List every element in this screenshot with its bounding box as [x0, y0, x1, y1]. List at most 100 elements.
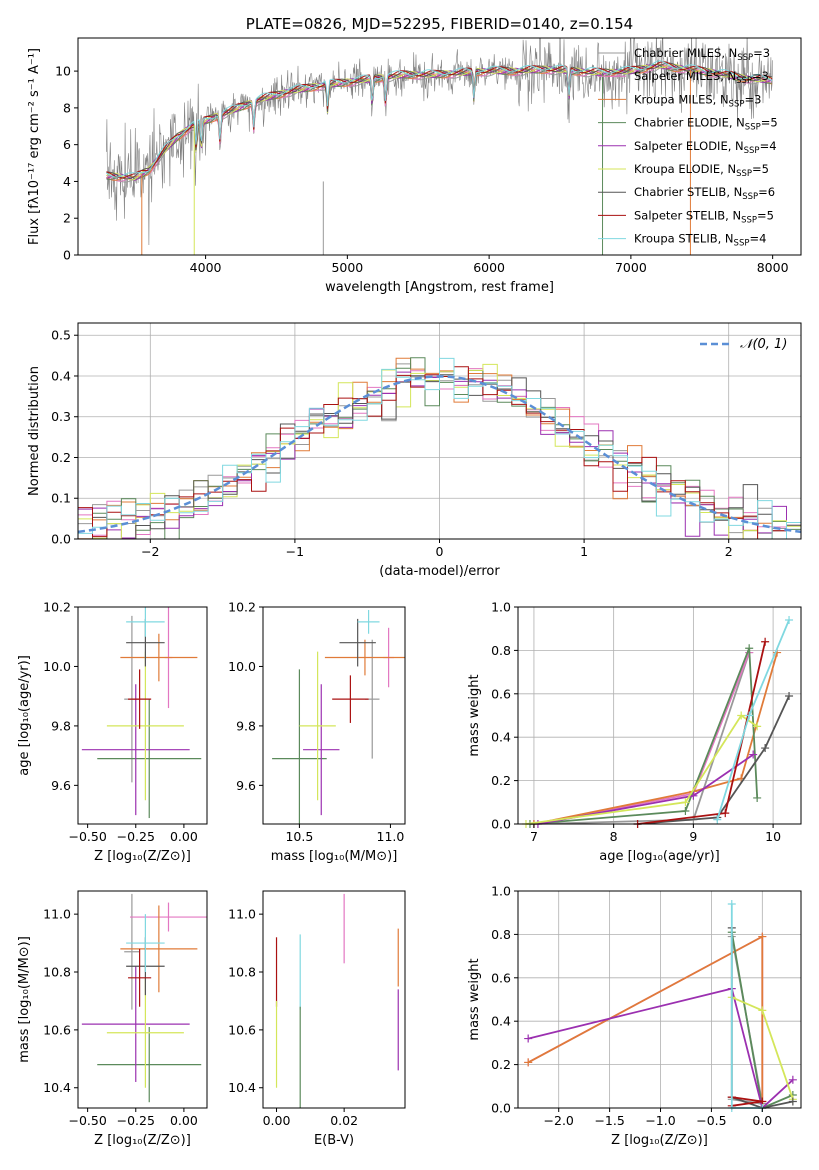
x-tick-label: 0.00 [263, 1113, 291, 1128]
weight-marker [745, 644, 754, 653]
x-tick-label: −2.0 [544, 1113, 574, 1128]
x-axis-label: age [log₁₀(age/yr)] [599, 849, 720, 864]
y-tick-label: 0.0 [491, 817, 511, 832]
plot-frame [517, 890, 802, 1109]
legend-label: Kroupa ELODIE, NSSP=5 [634, 162, 769, 179]
y-tick-label: 0.2 [491, 773, 511, 788]
y-tick-label: 0.2 [51, 450, 71, 465]
x-axis-label: (data-model)/error [379, 564, 500, 579]
z_weight-panel: −2.0 −1.5 −1.0 −0.5 0.0 0.0 0.2 0.4 0.6 0.8 1.0 Z [… [467, 884, 802, 1148]
weight-marker [788, 1097, 797, 1106]
y-axis-label: mass weight [467, 958, 482, 1040]
weight-marker [785, 691, 794, 700]
z_mass-panel: −0.50 −0.25 0.00 10.4 10.6 10.8 11.0 Z [log₁₀(Z… [17, 890, 208, 1148]
weight-marker [758, 932, 767, 941]
x-tick-label: −1.0 [645, 1113, 675, 1128]
y-axis-label: mass [log₁₀(M/M⊙)] [17, 936, 32, 1063]
y-tick-label: 1.0 [491, 884, 511, 899]
y-tick-label: 1.0 [491, 600, 511, 615]
plot-frame [77, 37, 802, 256]
weight-marker [785, 616, 794, 625]
x-tick-label: −2 [141, 544, 159, 559]
y-tick-label: 6 [63, 137, 71, 152]
x-tick-label: 9 [689, 829, 697, 844]
model-spectrum-chabrier_stelib [106, 62, 773, 180]
y-tick-label: 0.4 [491, 1014, 511, 1029]
x-tick-label: 2 [725, 544, 733, 559]
weight-marker [524, 1034, 533, 1043]
y-tick-label: 0.4 [491, 730, 511, 745]
y-tick-label: 10 [55, 64, 71, 79]
y-tick-label: 2 [63, 211, 71, 226]
plot-frame [262, 890, 406, 1109]
y-tick-label: 0.2 [491, 1057, 511, 1072]
mass_age-panel: 10.5 11.0 9.6 9.8 10.0 10.2 mass [log₁₀(M/M⊙)] [228, 600, 406, 864]
y-tick-label: 9.6 [51, 778, 71, 793]
weight-line-chabrier_miles [533, 652, 751, 825]
y-tick-label: 11.0 [228, 907, 256, 922]
x-tick-label: 7000 [615, 260, 647, 275]
legend-label: Chabrier STELIB, NSSP=6 [634, 185, 775, 202]
age_weight-panel: 7 8 9 10 0.0 0.2 0.4 0.6 0.8 1.0 age [log₁₀(age/yr… [467, 600, 802, 864]
y-tick-label: 0.0 [51, 532, 71, 547]
x-tick-label: 0.00 [170, 829, 198, 844]
y-tick-label: 0.8 [491, 643, 511, 658]
weight-marker [761, 744, 770, 753]
y-tick-label: 10.8 [43, 965, 71, 980]
y-tick-label: 0.1 [51, 491, 71, 506]
plot-frame [77, 606, 208, 825]
x-tick-label: 11.0 [377, 829, 405, 844]
spectrum-data [106, 38, 773, 255]
y-tick-label: 10.0 [43, 659, 71, 674]
y-tick-label: 10.6 [228, 1022, 256, 1037]
spectrum-legend: Chabrier MILES, NSSP=3 Salpeter MILES, NS… [598, 46, 778, 249]
x-tick-label: −1.5 [594, 1113, 624, 1128]
weight-line-kroupa_miles [527, 935, 764, 1108]
y-axis-label: Flux [fλ10⁻¹⁷ erg cm⁻² s⁻¹ A⁻¹] [27, 48, 42, 245]
x-tick-label: 8000 [757, 260, 789, 275]
x-tick-label: −0.50 [68, 1113, 106, 1128]
weight-marker [727, 900, 736, 909]
x-tick-label: −1 [286, 544, 304, 559]
x-tick-label: 5000 [331, 260, 363, 275]
y-tick-label: 8 [63, 100, 71, 115]
weight-line-salpeter_miles [527, 935, 764, 1102]
legend-label: Chabrier MILES, NSSP=3 [634, 46, 770, 63]
legend-label: Salpeter STELIB, NSSP=5 [634, 208, 774, 225]
y-tick-label: 0.4 [51, 368, 71, 383]
y-tick-label: 9.8 [51, 718, 71, 733]
y-axis-label: mass weight [467, 674, 482, 756]
x-tick-label: −0.25 [117, 829, 155, 844]
y-tick-label: 10.2 [43, 600, 71, 615]
legend-label: Salpeter ELODIE, NSSP=4 [634, 139, 777, 156]
spectrum-panel: PLATE=0826, MJD=52295, FIBERID=0140, z=0… [27, 15, 802, 295]
y-tick-label: 0.3 [51, 409, 71, 424]
plot-frame [517, 606, 802, 825]
y-tick-label: 0.6 [491, 970, 511, 985]
weight-marker [681, 806, 690, 815]
x-tick-label: 0.00 [170, 1113, 198, 1128]
x-tick-label: 0 [436, 544, 444, 559]
model-spectrum-kroupa_elodie [106, 63, 773, 181]
x-tick-label: −0.5 [696, 1113, 726, 1128]
weight-lines [521, 616, 794, 828]
x-tick-label: 1 [580, 544, 588, 559]
y-tick-label: 9.6 [236, 778, 256, 793]
histograms [78, 357, 801, 539]
weight-marker [745, 711, 754, 720]
errorbars [81, 607, 202, 819]
weight-line-kroupa_elodie [525, 714, 758, 825]
weight-line-salpeter_miles [533, 652, 751, 825]
x-axis-label: mass [log₁₀(M/M⊙)] [271, 849, 398, 864]
y-tick-label: 10.0 [228, 659, 256, 674]
y-axis-label: Normed distribution [27, 366, 42, 496]
y-tick-label: 4 [63, 174, 71, 189]
x-axis-label: E(B-V) [314, 1133, 354, 1148]
x-tick-label: 0.02 [330, 1113, 358, 1128]
plot-frame [262, 606, 406, 825]
legend-label: Kroupa STELIB, NSSP=4 [634, 232, 766, 249]
legend-label: Kroupa MILES, NSSP=3 [634, 92, 761, 109]
weight-marker [681, 798, 690, 807]
legend-label: 𝒩(0, 1) [740, 337, 787, 352]
x-tick-label: 7 [530, 829, 538, 844]
